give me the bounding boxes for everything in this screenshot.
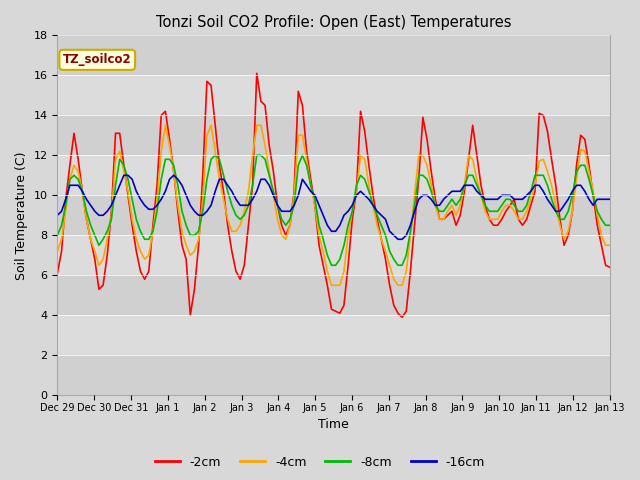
Bar <box>58 235 610 275</box>
Title: Tonzi Soil CO2 Profile: Open (East) Temperatures: Tonzi Soil CO2 Profile: Open (East) Temp… <box>156 15 511 30</box>
Bar <box>58 115 610 156</box>
Y-axis label: Soil Temperature (C): Soil Temperature (C) <box>15 151 28 279</box>
Bar <box>58 355 610 395</box>
Bar <box>58 195 610 235</box>
Bar <box>58 315 610 355</box>
Bar <box>58 156 610 195</box>
Bar <box>58 75 610 115</box>
X-axis label: Time: Time <box>318 419 349 432</box>
Bar <box>58 275 610 315</box>
Bar <box>58 36 610 75</box>
Text: TZ_soilco2: TZ_soilco2 <box>63 53 132 66</box>
Legend: -2cm, -4cm, -8cm, -16cm: -2cm, -4cm, -8cm, -16cm <box>150 451 490 474</box>
